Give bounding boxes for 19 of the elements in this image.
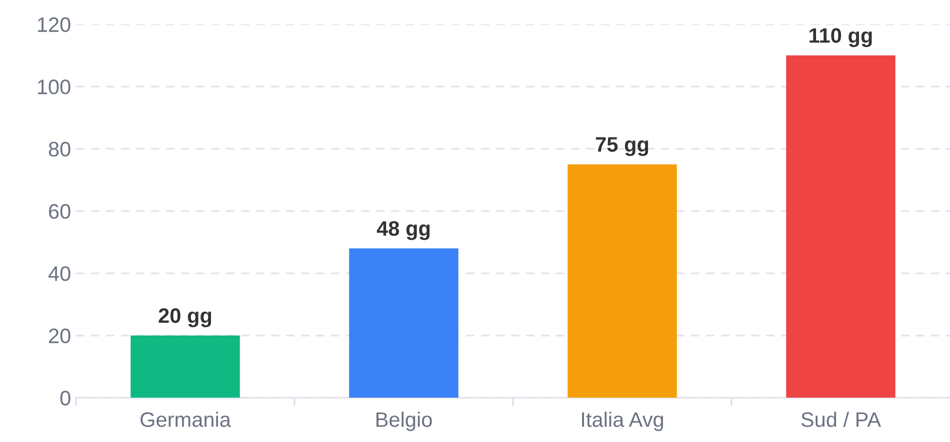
y-tick-label: 40 bbox=[48, 266, 70, 282]
x-tick-label: Sud / PA bbox=[801, 412, 882, 427]
bar bbox=[568, 164, 677, 398]
y-tick-label: 20 bbox=[49, 328, 70, 344]
x-tick-label: Belgio bbox=[376, 412, 432, 432]
data-label: 20 gg bbox=[158, 308, 212, 328]
data-label: 110 gg bbox=[810, 28, 872, 48]
data-label: 75 gg bbox=[596, 137, 648, 156]
data-label: 48 gg bbox=[376, 221, 430, 240]
y-tick-label: 120 bbox=[38, 17, 70, 32]
bar bbox=[786, 55, 896, 398]
y-tick-label: 80 bbox=[48, 142, 70, 157]
x-tick-label: Germania bbox=[140, 412, 231, 427]
y-tick-label: 100 bbox=[38, 80, 70, 94]
y-tick-label: 0 bbox=[60, 390, 70, 406]
y-tick-label: 60 bbox=[49, 204, 70, 219]
bar bbox=[130, 336, 240, 398]
bar bbox=[349, 248, 458, 398]
x-tick-label: Italia Avg bbox=[582, 412, 663, 432]
